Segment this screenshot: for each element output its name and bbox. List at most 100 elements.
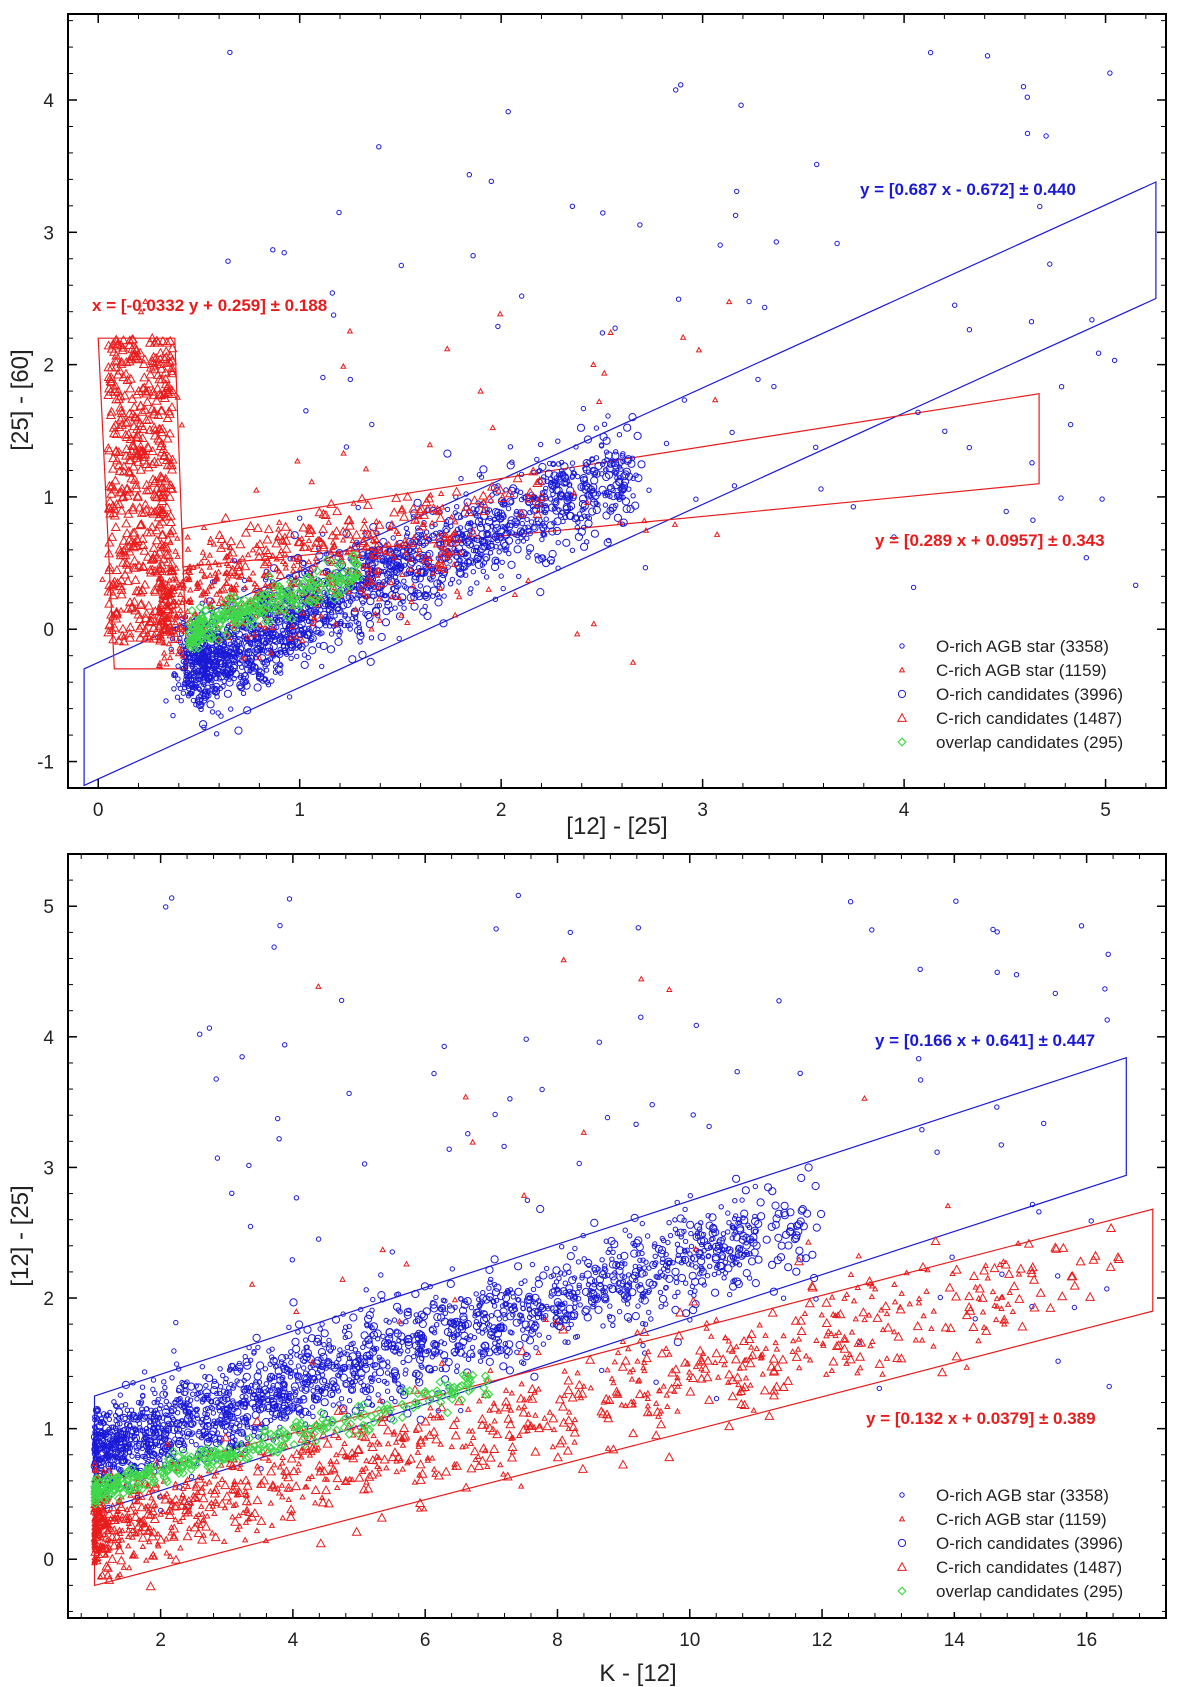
c-rich-candidate-point — [309, 542, 321, 552]
o-rich-agb-point — [952, 302, 958, 308]
o-rich-agb-point — [268, 1417, 274, 1423]
c-rich-agb-point — [312, 555, 320, 561]
c-rich-agb-point — [255, 654, 263, 661]
c-rich-candidate-point — [326, 498, 337, 508]
c-rich-candidate-point — [220, 512, 231, 522]
o-rich-agb-point — [239, 664, 245, 670]
o-rich-candidate-point — [495, 532, 504, 541]
c-rich-candidate-point — [318, 542, 329, 552]
o-rich-agb-point — [569, 466, 575, 472]
c-rich-agb-point — [159, 635, 166, 642]
o-rich-candidate-point — [483, 522, 492, 532]
o-rich-candidate-point — [579, 476, 589, 485]
c-rich-candidate-point — [125, 383, 136, 393]
c-rich-agb-point — [365, 563, 372, 570]
o-rich-candidate-point — [203, 649, 212, 658]
c-rich-agb-point — [308, 478, 315, 485]
c-rich-candidate-point — [432, 504, 443, 514]
o-rich-agb-point — [915, 409, 921, 415]
c-rich-candidate-point — [124, 628, 135, 638]
o-rich-agb-point — [327, 623, 333, 629]
c-rich-candidate-point — [155, 504, 166, 515]
c-rich-agb-point — [163, 616, 170, 622]
o-rich-candidate-point — [439, 619, 448, 628]
c-rich-agb-point — [402, 549, 410, 556]
c-rich-candidate-point — [362, 499, 373, 509]
c-rich-candidate-point — [165, 516, 176, 527]
o-rich-agb-point — [682, 1206, 688, 1213]
c-rich-agb-point — [440, 548, 448, 555]
c-rich-agb-point — [365, 573, 372, 580]
overlap-candidate-point — [192, 632, 202, 642]
o-rich-agb-point — [175, 676, 181, 682]
c-rich-agb-point — [437, 490, 445, 496]
o-rich-agb-point — [444, 506, 451, 513]
o-rich-agb-point — [457, 525, 464, 531]
o-rich-agb-point — [635, 1303, 641, 1309]
overlap-candidate-point — [297, 579, 308, 589]
o-rich-agb-point — [1089, 317, 1095, 323]
o-rich-agb-point — [200, 1396, 206, 1402]
o-rich-agb-point — [154, 1399, 160, 1405]
o-rich-agb-point — [555, 461, 562, 467]
c-rich-candidate-point — [120, 569, 131, 579]
c-rich-candidate-point — [161, 346, 172, 356]
o-rich-agb-point — [441, 593, 447, 599]
c-rich-candidate-point — [161, 454, 172, 465]
c-rich-agb-point — [244, 551, 252, 558]
c-rich-candidate-point — [110, 355, 121, 365]
o-rich-candidate-point — [539, 523, 548, 532]
c-rich-agb-point — [387, 549, 394, 556]
c-rich-agb-point — [206, 571, 214, 578]
c-rich-agb-point — [453, 587, 461, 594]
o-rich-candidate-point — [491, 556, 500, 565]
o-rich-candidate-point — [436, 538, 445, 547]
o-rich-agb-point — [600, 1289, 606, 1296]
o-rich-agb-point — [569, 460, 576, 466]
o-rich-candidate-point — [513, 545, 522, 554]
c-rich-agb-point — [292, 574, 300, 581]
o-rich-agb-point — [190, 1391, 196, 1397]
c-rich-candidate-point — [114, 422, 125, 432]
o-rich-agb-point — [447, 581, 454, 587]
c-rich-agb-point — [393, 539, 400, 546]
overlap-candidate-point — [328, 569, 339, 579]
c-rich-agb-point — [393, 527, 400, 534]
c-rich-candidate-point — [103, 627, 114, 637]
c-rich-candidate-point — [149, 406, 160, 416]
c-rich-agb-point — [279, 558, 287, 565]
o-rich-candidate-point — [300, 660, 309, 670]
o-rich-candidate-point — [516, 527, 526, 536]
o-rich-candidate-point — [491, 532, 500, 542]
c-rich-agb-point — [328, 559, 335, 566]
o-rich-agb-point — [692, 1288, 698, 1294]
o-rich-candidate-point — [390, 585, 399, 594]
c-rich-candidate-point — [138, 628, 149, 638]
o-rich-candidate-point — [546, 521, 555, 530]
o-rich-agb-point — [317, 1326, 323, 1332]
c-rich-candidate-point — [111, 394, 122, 404]
o-rich-agb-point — [683, 1280, 689, 1286]
c-rich-agb-point — [200, 590, 207, 597]
o-rich-agb-point — [321, 1342, 327, 1348]
c-rich-candidate-point — [149, 364, 160, 374]
c-rich-agb-point — [361, 528, 368, 535]
c-rich-agb-point — [407, 565, 414, 572]
c-rich-candidate-point — [316, 537, 327, 547]
o-rich-agb-point — [199, 1399, 206, 1405]
o-rich-agb-point — [701, 1248, 707, 1254]
o-rich-agb-point — [499, 559, 505, 565]
c-rich-candidate-point — [148, 622, 159, 632]
o-rich-agb-point — [533, 1345, 539, 1351]
c-rich-candidate-point — [108, 338, 119, 348]
o-rich-agb-point — [627, 1233, 633, 1239]
o-rich-agb-point — [191, 684, 197, 690]
c-rich-candidate-point — [532, 508, 543, 518]
o-rich-candidate-point — [623, 423, 632, 432]
o-rich-agb-point — [727, 1291, 733, 1298]
o-rich-agb-point — [476, 1296, 482, 1303]
c-rich-agb-point — [158, 543, 166, 549]
o-rich-candidate-point — [402, 552, 411, 561]
c-rich-agb-point — [171, 588, 178, 594]
o-rich-agb-point — [592, 1269, 599, 1276]
